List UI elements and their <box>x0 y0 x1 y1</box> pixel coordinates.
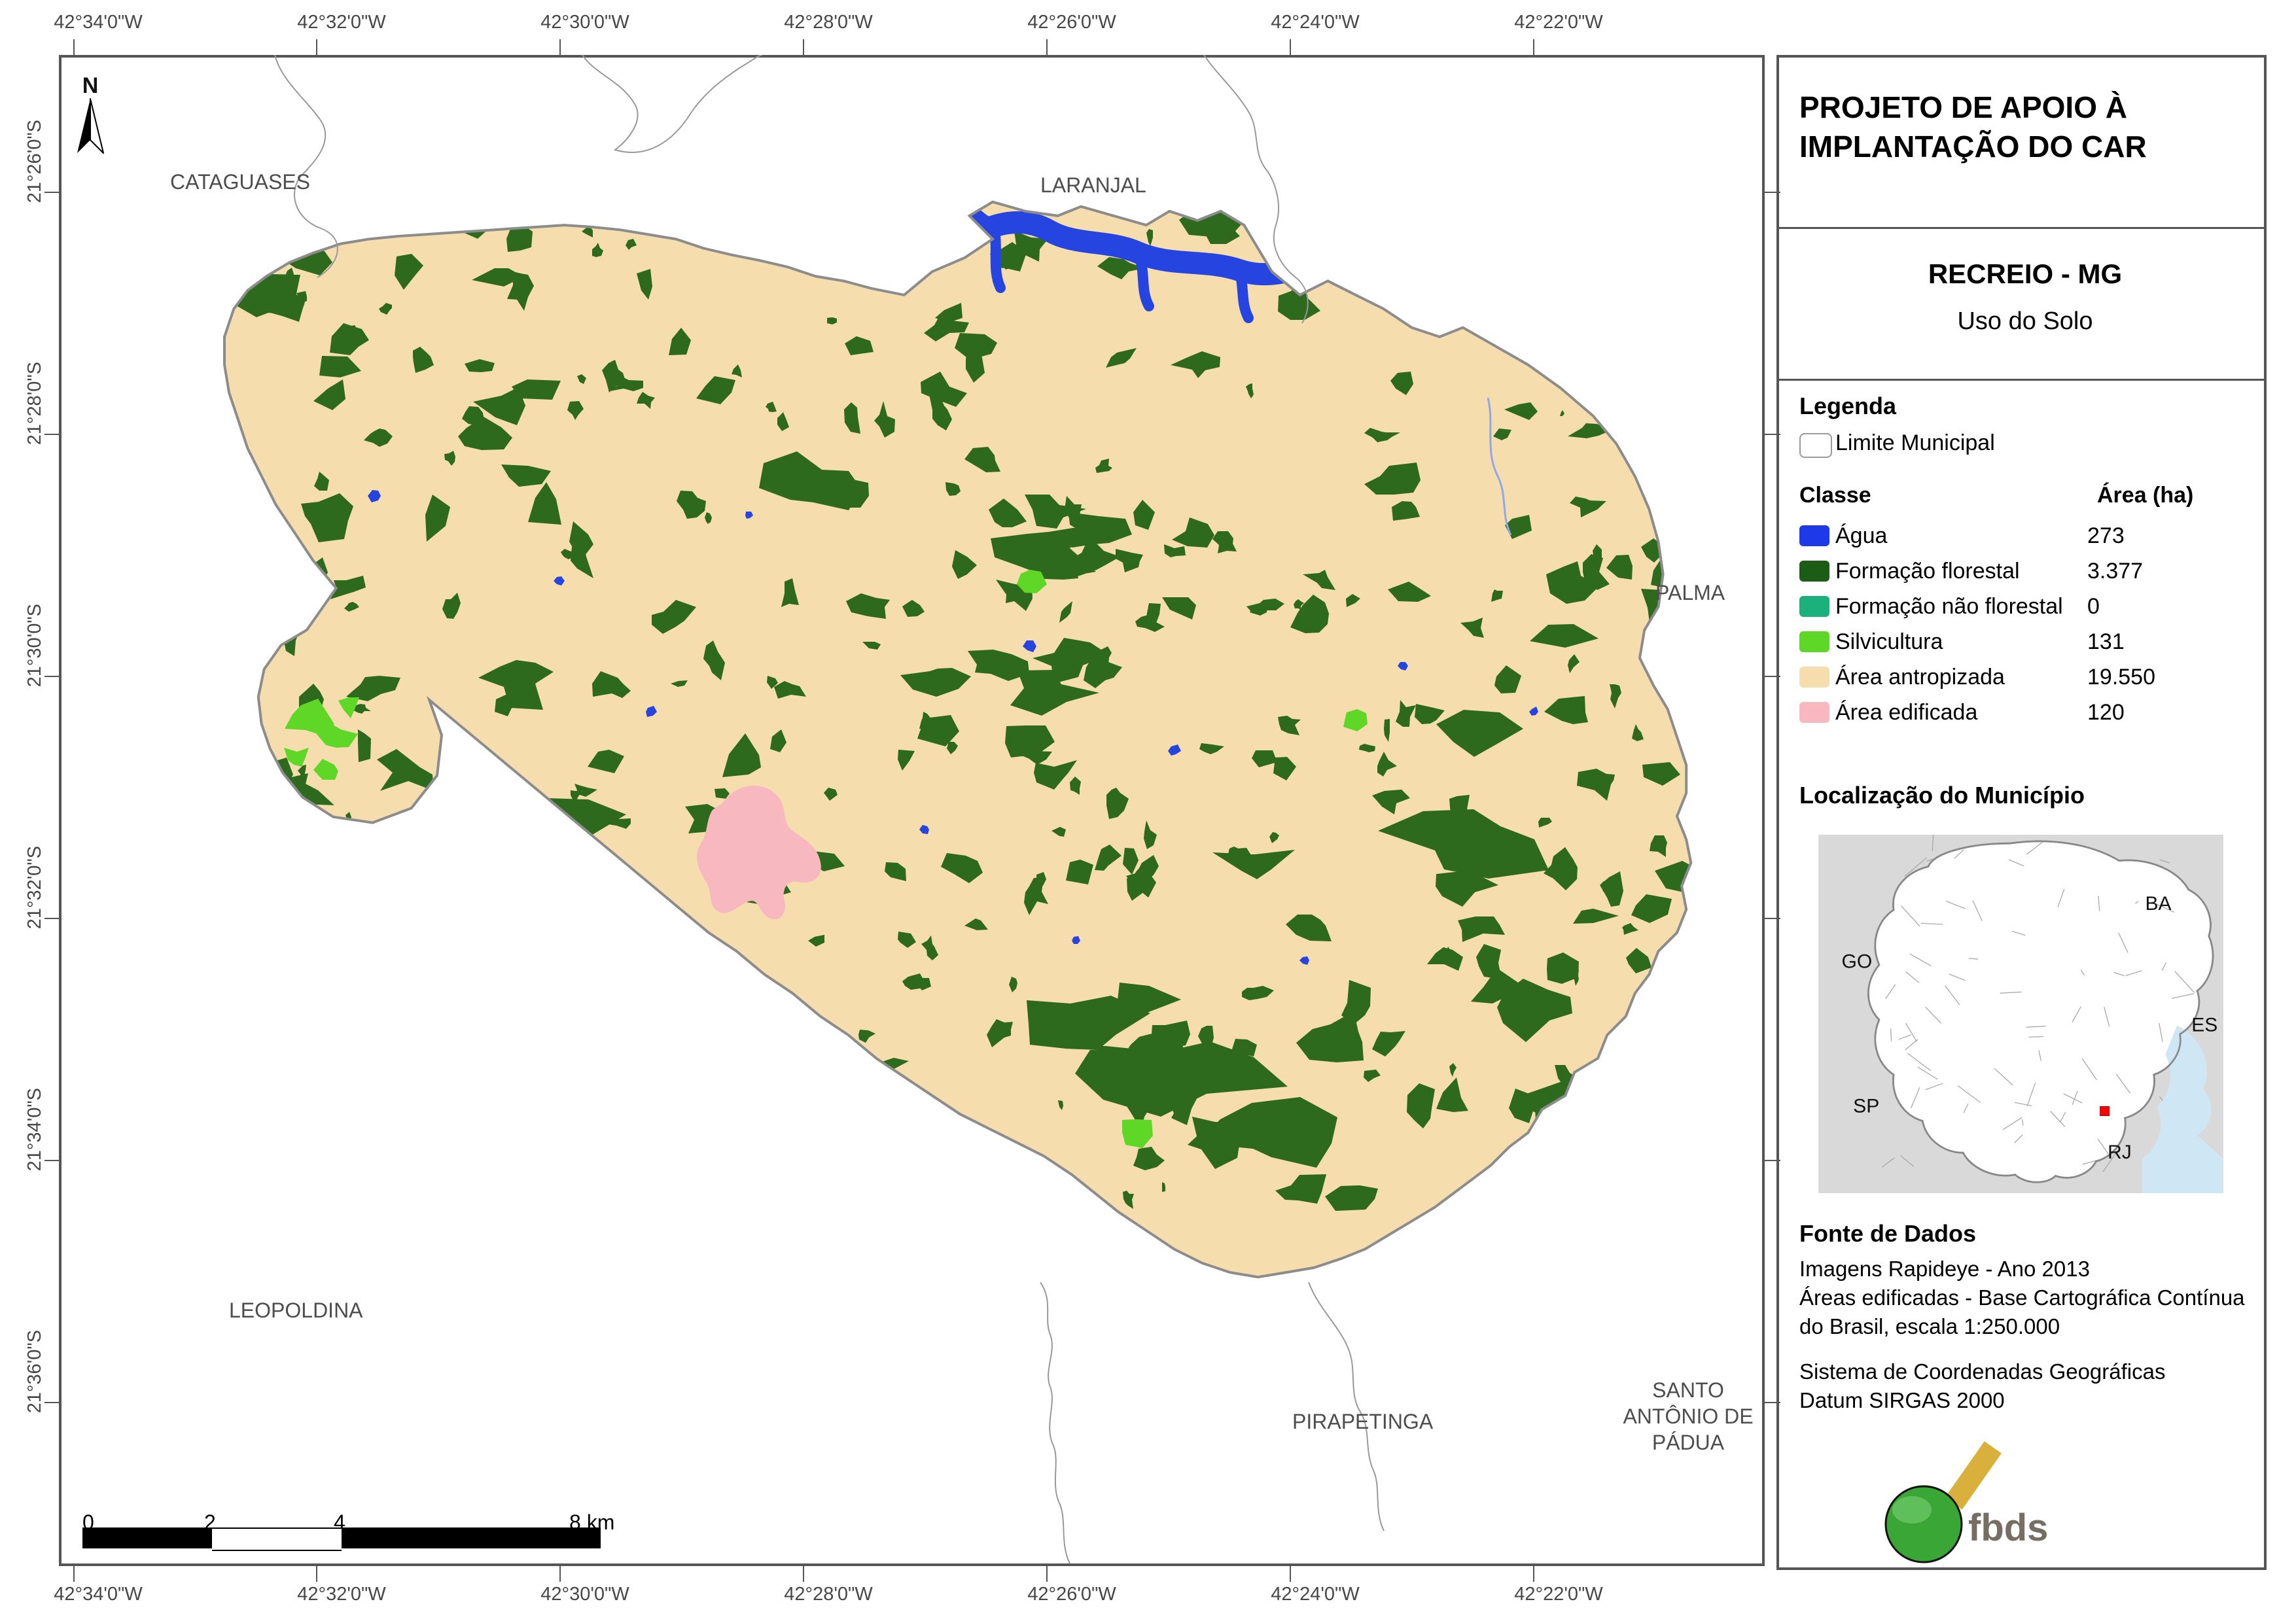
svg-text:fbds: fbds <box>1968 1507 2048 1549</box>
svg-text:RJ: RJ <box>2108 1142 2132 1163</box>
svg-text:ES: ES <box>2191 1015 2217 1036</box>
svg-text:BA: BA <box>2146 893 2172 915</box>
svg-text:GO: GO <box>1842 951 1873 972</box>
svg-text:SP: SP <box>1853 1095 1879 1117</box>
